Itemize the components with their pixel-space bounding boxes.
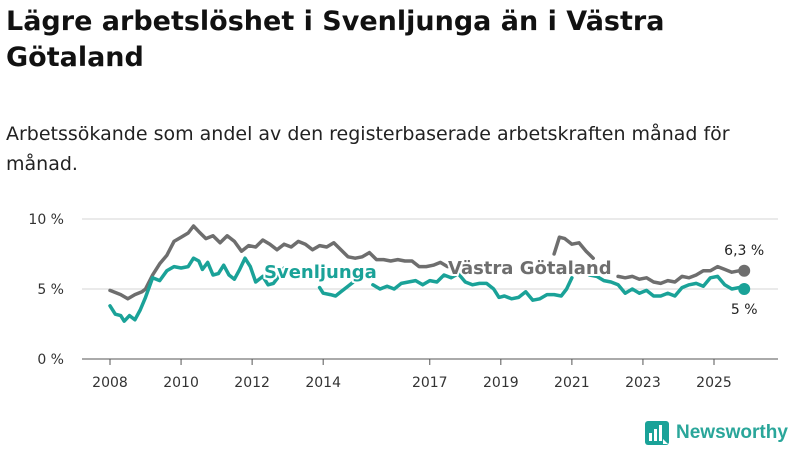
newsworthy-logo-text: Newsworthy	[676, 422, 788, 443]
x-tick-label: 2008	[92, 375, 128, 391]
x-tick-label: 2012	[234, 375, 270, 391]
newsworthy-logo: Newsworthy	[644, 419, 788, 447]
x-tick-label: 2017	[412, 375, 448, 391]
y-tick-label: 10 %	[28, 212, 64, 228]
endpoint-vastra-gotaland	[738, 264, 751, 277]
series-line-svenljunga	[587, 273, 746, 298]
end-label-vastra-gotaland: 6,3 %	[724, 243, 764, 259]
series-line-svenljunga	[317, 280, 356, 298]
series-line-vastra-gotaland	[108, 224, 450, 301]
x-tick-label: 2019	[483, 375, 519, 391]
x-tick-label: 2023	[625, 375, 661, 391]
series-line-svenljunga	[371, 271, 574, 302]
series-label-svenljunga: Svenljunga	[264, 262, 377, 283]
x-tick-label: 2025	[696, 375, 732, 391]
endpoint-svenljunga	[738, 283, 751, 295]
y-tick-label: 0 %	[37, 352, 64, 368]
end-label-svenljunga: 5 %	[731, 302, 758, 318]
chart-subtitle: Arbetssökande som andel av den registerb…	[6, 123, 730, 175]
x-tick-label: 2014	[305, 375, 341, 391]
x-tick-label: 2021	[554, 375, 590, 391]
chart-title: Lägre arbetslöshet i Svenljunga än i Väs…	[6, 6, 665, 73]
series-label-vastra-gotaland: Västra Götaland	[448, 258, 612, 279]
newsworthy-logo-icon	[645, 421, 669, 445]
series-line-svenljunga	[108, 256, 290, 323]
y-tick-label: 5 %	[37, 282, 64, 298]
series-line-vastra-gotaland	[616, 264, 746, 286]
series-line-vastra-gotaland	[552, 235, 595, 260]
x-tick-label: 2010	[163, 375, 199, 391]
